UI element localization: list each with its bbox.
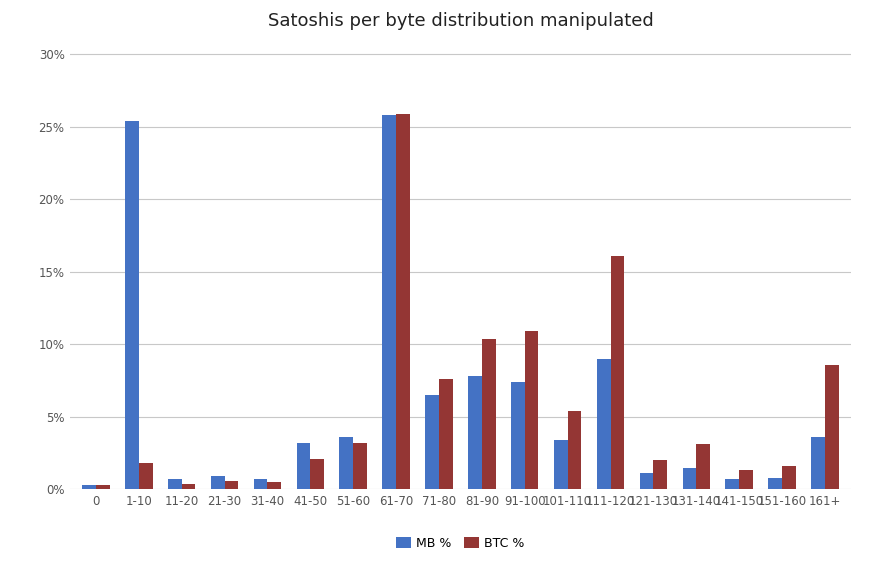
Bar [725,479,739,489]
Bar [253,479,267,489]
Bar [610,256,624,489]
Bar [82,485,96,489]
Bar [225,481,239,489]
Bar [267,482,282,489]
Legend: MB %, BTC %: MB %, BTC % [391,531,530,555]
Bar [353,443,367,489]
Bar [567,411,581,489]
Bar [96,485,110,489]
Bar [125,121,139,489]
Bar [468,376,481,489]
Bar [696,444,710,489]
Bar [639,473,653,489]
Bar [382,116,396,489]
Bar [210,476,225,489]
Bar [182,484,196,489]
Bar [511,382,524,489]
Title: Satoshis per byte distribution manipulated: Satoshis per byte distribution manipulat… [267,12,653,30]
Bar [653,460,667,489]
Bar [481,339,496,489]
Bar [524,331,538,489]
Bar [339,437,353,489]
Bar [425,395,439,489]
Bar [310,459,324,489]
Bar [439,379,453,489]
Bar [296,443,310,489]
Bar [597,359,610,489]
Bar [168,479,182,489]
Bar [768,478,782,489]
Bar [139,463,153,489]
Bar [396,114,410,489]
Bar [782,466,795,489]
Bar [811,437,825,489]
Bar [682,468,696,489]
Bar [554,440,567,489]
Bar [825,365,838,489]
Bar [739,471,753,489]
